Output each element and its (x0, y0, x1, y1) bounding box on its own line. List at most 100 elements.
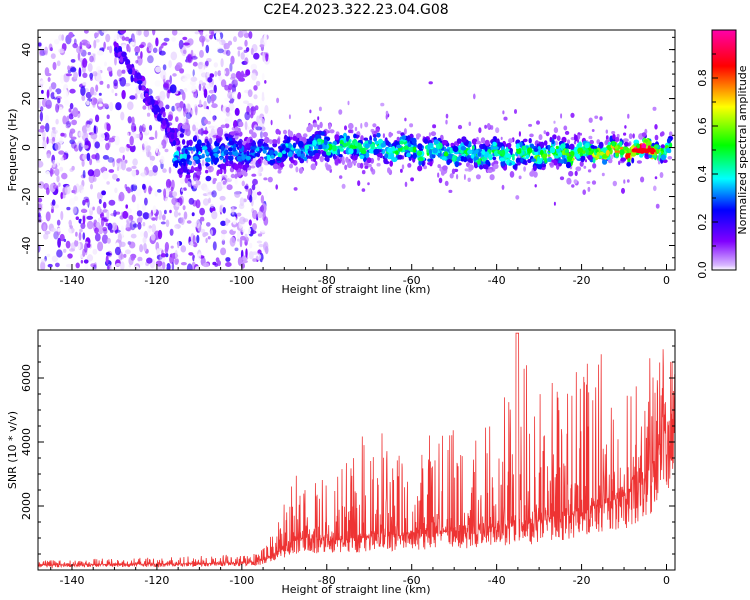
heatmap-cell (477, 151, 482, 157)
heatmap-cell (84, 242, 88, 253)
heatmap-cell (269, 139, 273, 145)
heatmap-cell (452, 155, 456, 162)
heatmap-cell (94, 262, 97, 270)
heatmap-cell (622, 138, 629, 143)
heatmap-cell (38, 197, 43, 203)
heatmap-cell (229, 159, 234, 165)
heatmap-cell (97, 98, 103, 103)
heatmap-cell (86, 152, 91, 162)
heatmap-cell (225, 217, 229, 226)
heatmap-cell (261, 73, 265, 81)
heatmap-cell (404, 181, 408, 187)
heatmap-cell (467, 177, 471, 182)
spectrogram-xticks: -140 -120 -100 -80 -60 -40 -20 0 (50, 264, 670, 287)
heatmap-cell (55, 262, 60, 268)
heatmap-cell (401, 135, 407, 140)
heatmap-cell (81, 159, 85, 167)
heatmap-cell (596, 151, 600, 158)
heatmap-cell (139, 231, 145, 238)
heatmap-cell (230, 55, 235, 65)
heatmap-cell (172, 73, 177, 77)
heatmap-cell (376, 153, 383, 158)
heatmap-cell (178, 212, 181, 216)
heatmap-cell (445, 119, 448, 125)
heatmap-cell (148, 124, 153, 131)
heatmap-cell (354, 148, 357, 154)
heatmap-cell (152, 165, 158, 173)
heatmap-cell (192, 61, 198, 67)
heatmap-cell (287, 151, 293, 158)
heatmap-cell (328, 123, 332, 130)
heatmap-cell (509, 171, 515, 178)
heatmap-cell (46, 153, 51, 159)
heatmap-cell (115, 263, 121, 267)
heatmap-cell (56, 175, 60, 183)
heatmap-cell (143, 242, 147, 252)
heatmap-cell (116, 33, 120, 40)
heatmap-cell (292, 136, 298, 141)
heatmap-cell (587, 155, 593, 160)
heatmap-cell (86, 215, 94, 220)
heatmap-cell (80, 259, 84, 264)
heatmap-cell (139, 217, 143, 221)
heatmap-cell (152, 205, 157, 214)
heatmap-cell (120, 111, 125, 121)
heatmap-cell (549, 162, 555, 166)
spectrogram-ytick-label: 40 (20, 43, 33, 57)
heatmap-cell (303, 156, 307, 162)
heatmap-cell (538, 134, 543, 141)
heatmap-cell (83, 259, 89, 264)
heatmap-cell (208, 89, 215, 94)
heatmap-cell (70, 59, 76, 63)
heatmap-cell (234, 178, 238, 185)
heatmap-cell (525, 154, 530, 160)
heatmap-cell (263, 241, 269, 251)
heatmap-cell (652, 106, 657, 111)
heatmap-cell (106, 210, 110, 220)
heatmap-cell (367, 163, 372, 168)
heatmap-cell (144, 263, 149, 268)
heatmap-cell (260, 104, 264, 112)
heatmap-cell (433, 139, 439, 145)
heatmap-cell (222, 158, 226, 163)
heatmap-cell (205, 151, 209, 156)
heatmap-cell (140, 86, 146, 91)
heatmap-cell (514, 109, 517, 114)
heatmap-cell (364, 143, 370, 149)
heatmap-cell (252, 251, 258, 255)
heatmap-cell (366, 157, 372, 164)
heatmap-cell (105, 33, 111, 43)
heatmap-cell (119, 77, 127, 87)
heatmap-cell (190, 30, 195, 33)
heatmap-cell (65, 73, 72, 77)
heatmap-cell (206, 140, 210, 147)
heatmap-cell (296, 132, 302, 138)
heatmap-cell (260, 204, 265, 213)
heatmap-cell (256, 191, 262, 196)
heatmap-cell (244, 121, 248, 131)
heatmap-cell (142, 236, 147, 244)
heatmap-cell (187, 103, 191, 114)
heatmap-cell (324, 156, 329, 162)
heatmap-cell (579, 132, 583, 136)
heatmap-cell (114, 56, 117, 66)
heatmap-cell (60, 192, 64, 200)
heatmap-cell (454, 141, 458, 146)
heatmap-cell (82, 125, 87, 136)
heatmap-cell (187, 84, 192, 90)
heatmap-cell (69, 139, 75, 145)
heatmap-cell (169, 228, 174, 236)
heatmap-cell (248, 219, 252, 226)
heatmap-cell (177, 107, 182, 113)
heatmap-cell (147, 224, 152, 233)
heatmap-cell (106, 237, 111, 244)
heatmap-cell (575, 166, 582, 172)
heatmap-cell (237, 91, 242, 100)
heatmap-cell (42, 131, 46, 138)
heatmap-cell (363, 137, 368, 141)
heatmap-cell (151, 217, 157, 221)
heatmap-cell (564, 143, 570, 149)
heatmap-cell (191, 212, 195, 217)
heatmap-cell (454, 161, 459, 168)
heatmap-cell (399, 141, 404, 145)
